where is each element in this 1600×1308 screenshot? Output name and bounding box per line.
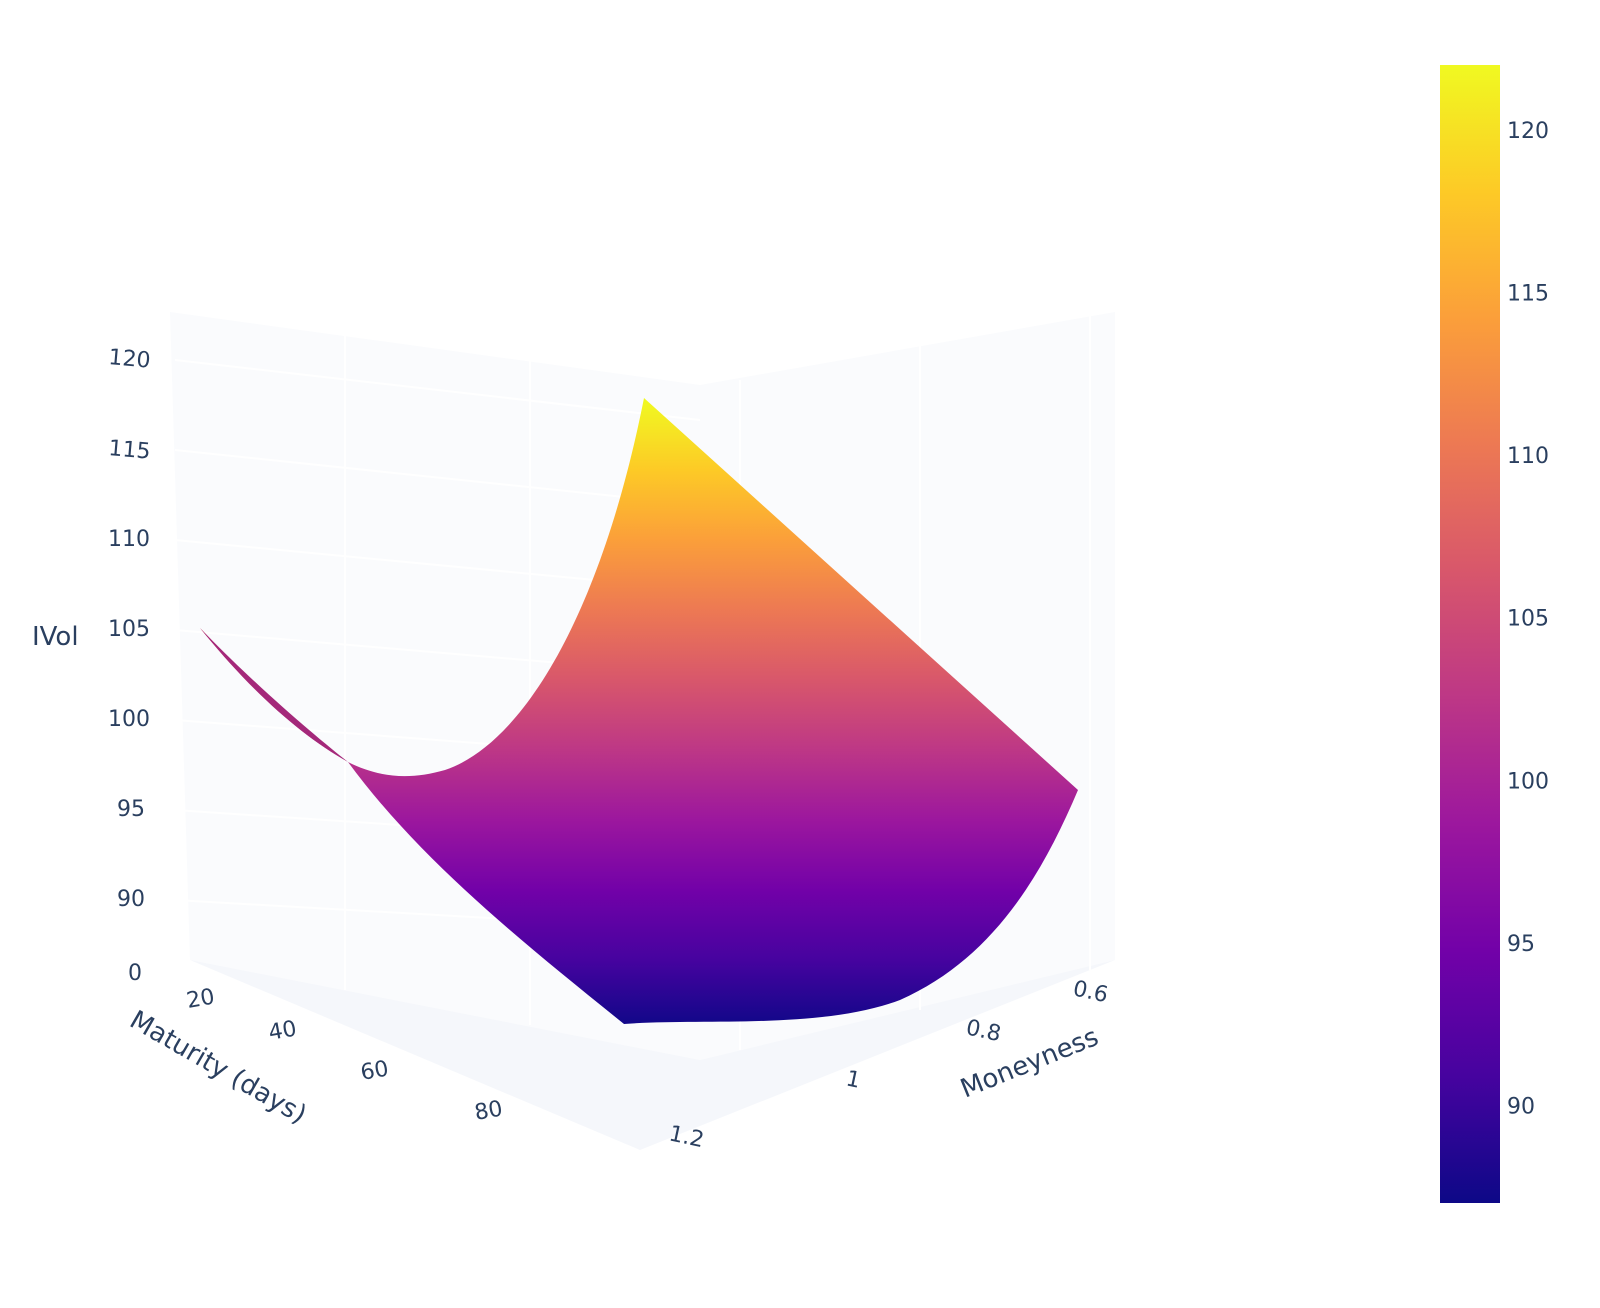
colorbar: 90 95 100 105 110 115 120: [1440, 65, 1549, 1203]
colorbar-ticks: 90 95 100 105 110 115 120: [1507, 119, 1549, 1119]
colorbar-tick-label: 100: [1507, 769, 1549, 794]
z-tick-label: 0: [128, 961, 142, 986]
z-axis-title: IVol: [32, 622, 79, 652]
z-axis-ticks: 0 90 95 100 105 110 115 120: [107, 345, 151, 986]
z-tick-label: 120: [107, 345, 151, 374]
z-tick-label: 105: [108, 617, 150, 642]
x-axis-ticks: 20 40 60 80: [185, 984, 505, 1125]
colorbar-tick-label: 90: [1507, 1094, 1535, 1119]
x-tick-label: 20: [185, 984, 217, 1013]
y-tick-label: 0.8: [964, 1015, 1003, 1047]
volatility-surface: [200, 398, 1078, 1024]
floor: [190, 960, 1115, 1150]
colorbar-tick-label: 95: [1507, 932, 1535, 957]
colorbar-tick-label: 110: [1507, 444, 1549, 469]
z-tick-label: 95: [117, 797, 145, 822]
z-tick-label: 110: [108, 527, 150, 552]
y-tick-label: 0.6: [1071, 976, 1110, 1008]
x-tick-label: 40: [267, 1016, 299, 1045]
colorbar-tick-label: 115: [1507, 282, 1549, 307]
colorbar-tick-label: 105: [1507, 607, 1549, 632]
z-tick-label: 100: [108, 707, 150, 732]
colorbar-gradient: [1440, 65, 1500, 1203]
y-tick-label: 1: [844, 1066, 863, 1093]
colorbar-tick-label: 120: [1507, 119, 1549, 144]
surface-body: [200, 398, 1078, 1024]
x-tick-label: 80: [473, 1096, 505, 1125]
x-tick-label: 60: [359, 1056, 391, 1085]
z-tick-label: 90: [117, 887, 145, 912]
z-tick-label: 115: [107, 436, 151, 465]
y-tick-label: 1.2: [667, 1121, 706, 1153]
